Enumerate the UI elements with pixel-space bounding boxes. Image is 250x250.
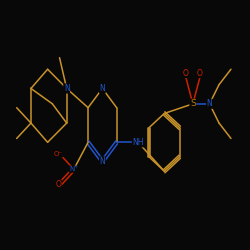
Text: N: N <box>207 99 212 108</box>
Text: N: N <box>100 84 105 93</box>
Text: O: O <box>56 180 61 189</box>
Text: O⁻: O⁻ <box>54 151 63 157</box>
Text: N⁺: N⁺ <box>69 166 78 172</box>
Text: S: S <box>190 99 196 108</box>
Text: O: O <box>183 68 189 78</box>
Text: N: N <box>100 157 105 166</box>
Text: O: O <box>197 68 203 78</box>
Text: N: N <box>64 84 70 93</box>
Text: NH: NH <box>132 138 144 147</box>
